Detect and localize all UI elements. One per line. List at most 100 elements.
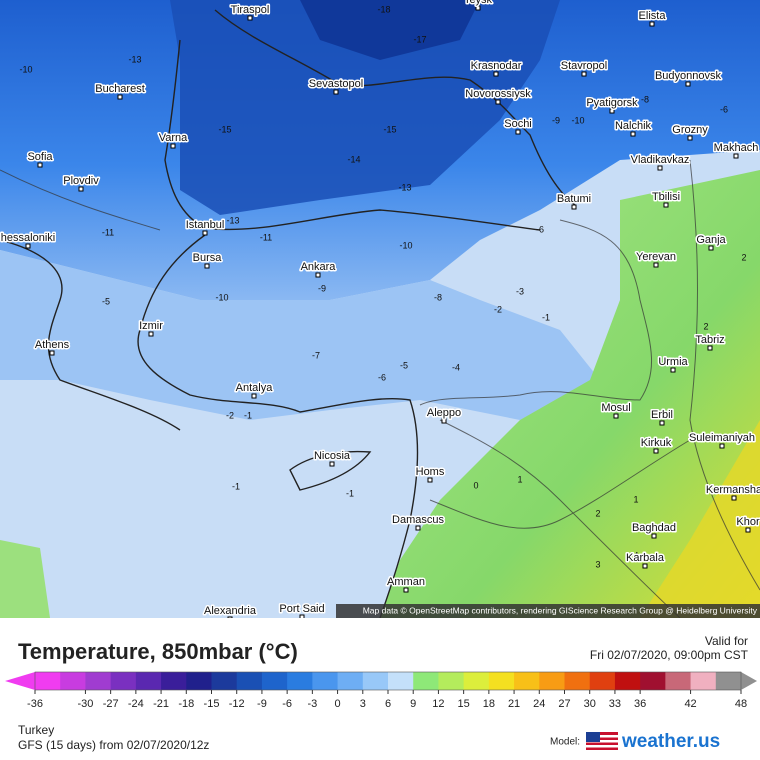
coldest-core (300, 0, 480, 60)
scale-tick-label: 6 (385, 698, 391, 710)
city-marker (329, 461, 335, 467)
scale-segment (362, 672, 389, 690)
scale-segment (539, 672, 565, 690)
contour-label: -13 (226, 215, 239, 225)
coastline (214, 9, 576, 206)
city-marker (745, 527, 751, 533)
contour-label: 2 (703, 321, 708, 331)
contour-label: -8 (641, 94, 649, 104)
city-marker (581, 71, 587, 77)
city-marker (649, 21, 655, 27)
city-label: Karbala (626, 552, 665, 564)
contour-label: -18 (377, 4, 390, 14)
scale-segment (640, 672, 666, 690)
scale-segment (715, 672, 742, 690)
city-marker (613, 413, 619, 419)
flag-stripe (586, 740, 618, 743)
scale-tick-label: -3 (307, 698, 317, 710)
city-marker (170, 143, 176, 149)
contour-label: -10 (399, 240, 412, 250)
model-run: GFS (15 days) from 02/07/2020/12z (18, 738, 209, 752)
scale-segment (388, 672, 414, 690)
scale-tick-label: 33 (609, 698, 621, 710)
model-label: Model: (550, 737, 580, 748)
city-marker (315, 272, 321, 278)
city-label: Makhach (714, 142, 759, 154)
valid-time: Fri 02/07/2020, 09:00pm CST (590, 648, 749, 662)
scale-tick-label: 21 (508, 698, 520, 710)
city-marker (515, 129, 521, 135)
contour-label: -7 (312, 350, 320, 360)
scale-segment (35, 672, 61, 690)
scale-segment (135, 672, 162, 690)
contour-label: -15 (383, 124, 396, 134)
contour-label: -17 (413, 34, 426, 44)
city-label: Urmia (658, 356, 688, 368)
city-marker (653, 262, 659, 268)
contour-label: -10 (19, 64, 32, 74)
contour-label: -5 (102, 296, 110, 306)
city-marker (37, 162, 43, 168)
city-label: Tiraspol (231, 4, 270, 16)
city-marker (49, 350, 55, 356)
city-label: Vladikavkaz (631, 154, 690, 166)
city-label: Yerevan (636, 251, 676, 263)
legend-panel: Temperature, 850mbar (°C) Valid for Fri … (0, 618, 760, 760)
city-marker (685, 81, 691, 87)
coastline (137, 234, 419, 619)
us-flag (586, 732, 618, 750)
region: Turkey (18, 723, 54, 737)
attribution: Map data © OpenStreetMap contributors, r… (363, 605, 758, 615)
scale-tick-label: 15 (458, 698, 470, 710)
city-marker (251, 393, 257, 399)
border (419, 219, 652, 406)
contour-label: 2 (741, 252, 746, 262)
contour-label: -11 (260, 232, 272, 242)
city-label: Kermansha (706, 484, 760, 496)
city-label: Amman (387, 576, 425, 588)
scale-tick-label: 3 (360, 698, 366, 710)
city-marker (708, 245, 714, 251)
contour-label: 3 (595, 559, 600, 569)
city-marker (609, 108, 615, 114)
scale-segment (438, 672, 465, 690)
valid-label: Valid for (705, 634, 748, 648)
city-label: Tbilisi (652, 191, 680, 203)
border (429, 439, 691, 529)
city-label: Kirkuk (641, 437, 672, 449)
cyprus (289, 450, 372, 491)
city-marker (659, 420, 665, 426)
city-label: Teysk (464, 0, 493, 6)
scale-segment (186, 672, 212, 690)
contour-label: -1 (232, 481, 240, 491)
border (439, 419, 681, 619)
contour-label: -13 (128, 54, 141, 64)
scale-segment (488, 672, 515, 690)
city-label: Plovdiv (63, 175, 99, 187)
contour-label: -15 (218, 124, 231, 134)
warm-patch (0, 540, 50, 618)
city-marker (415, 525, 421, 531)
scale-segment (261, 672, 288, 690)
city-marker (653, 448, 659, 454)
contour-label: 1 (633, 494, 638, 504)
contour-label: -14 (347, 154, 360, 164)
contour-label: -13 (398, 182, 411, 192)
scale-tick-label: 0 (335, 698, 341, 710)
scale-segment (614, 672, 641, 690)
scale-tick-label: 30 (584, 698, 596, 710)
city-label: Sevastopol (309, 78, 363, 90)
scale-tick-label: 42 (684, 698, 696, 710)
city-label: Nicosia (314, 450, 351, 462)
city-label: Krasnodar (471, 60, 522, 72)
city-marker (403, 587, 409, 593)
contour-label: -10 (571, 115, 584, 125)
scale-tick-label: -18 (178, 698, 194, 710)
scale-tick-label: 27 (558, 698, 570, 710)
city-label: Aleppo (427, 407, 461, 419)
city-label: hessaloniki (1, 232, 55, 244)
scale-tick-label: -21 (153, 698, 169, 710)
city-marker (204, 263, 210, 269)
scale-segment (287, 672, 313, 690)
